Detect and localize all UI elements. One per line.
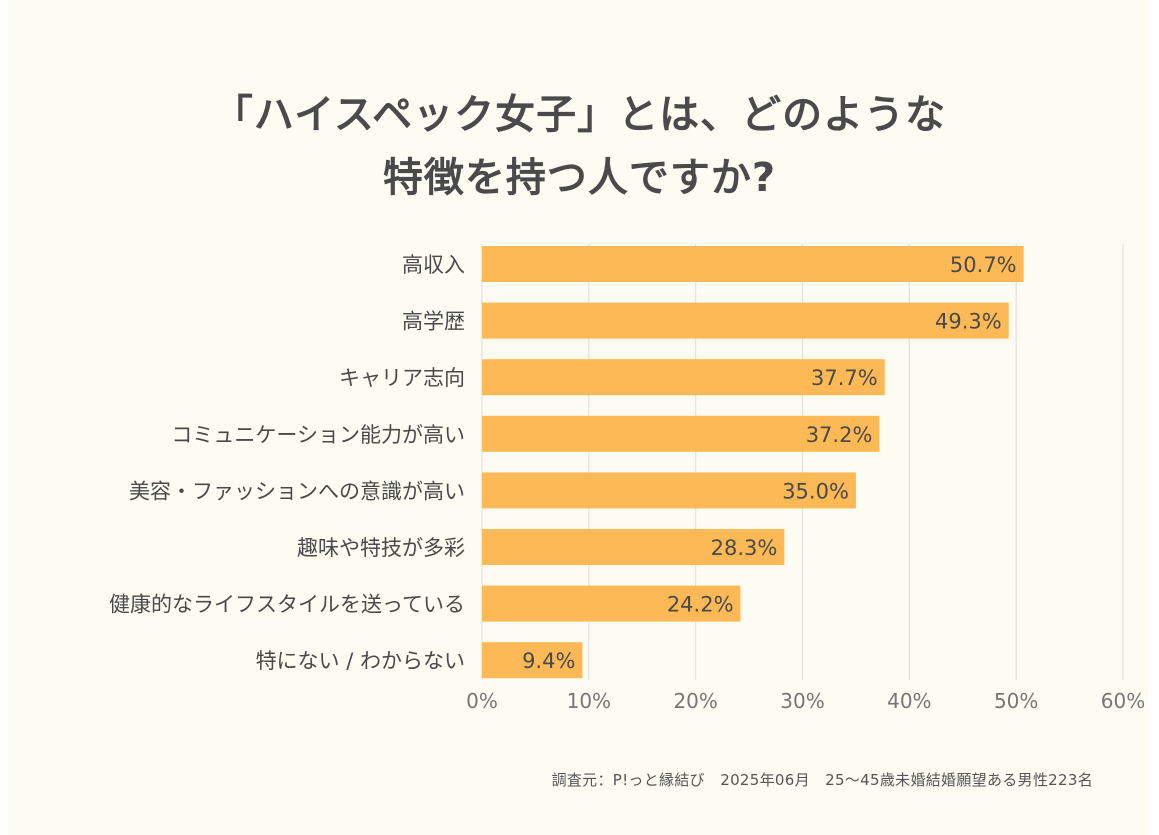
x-tick-label: 30%	[780, 689, 824, 713]
category-label: 健康的なライフスタイルを送っている	[109, 593, 465, 617]
value-label: 49.3%	[935, 310, 1002, 334]
chart-title-line-1: 「ハイスペック女子」とは、どのような	[212, 92, 947, 138]
x-tick-label: 10%	[567, 689, 611, 713]
bar	[482, 585, 741, 622]
bar	[482, 415, 880, 452]
bar	[482, 472, 856, 509]
category-labels: 高収入高学歴キャリア志向コミュニケーション能力が高い美容・ファッションへの意識が…	[109, 253, 465, 673]
source-footnote: 調査元：P!っと縁結び 2025年06月 25〜45歳未婚結婚願望ある男性223…	[551, 771, 1093, 789]
x-tick-label: 50%	[994, 689, 1038, 713]
x-tick-label: 20%	[673, 689, 717, 713]
chart-title-line-2: 特徴を持つ人ですか?	[382, 155, 777, 201]
category-label: 高収入	[402, 253, 465, 277]
bars	[482, 246, 1024, 679]
value-label: 37.7%	[811, 366, 878, 390]
value-labels: 50.7% 49.3% 37.7% 37.2% 35.0% 28.3% 24.2% 9.4%	[522, 253, 1017, 673]
x-axis-ticks: 0% 10% 20% 30% 40% 50% 60%	[466, 689, 1145, 713]
value-label: 24.2%	[667, 593, 734, 617]
value-label: 28.3%	[711, 536, 778, 560]
value-label: 9.4%	[522, 649, 575, 673]
x-tick-label: 40%	[887, 689, 931, 713]
value-label: 35.0%	[782, 479, 849, 503]
category-label: 高学歴	[402, 310, 465, 334]
category-label: 美容・ファッションへの意識が高い	[129, 479, 465, 503]
bar	[482, 246, 1024, 282]
x-tick-label: 0%	[466, 689, 498, 713]
category-label: 特にない / わからない	[256, 649, 465, 673]
bar	[482, 529, 785, 565]
category-label: キャリア志向	[339, 366, 465, 390]
category-label: コミュニケーション能力が高い	[171, 423, 465, 447]
bar	[482, 359, 885, 396]
bar	[482, 642, 583, 679]
category-label: 趣味や特技が多彩	[297, 536, 465, 560]
value-label: 37.2%	[806, 423, 873, 447]
bar	[482, 302, 1009, 339]
value-label: 50.7%	[950, 253, 1017, 277]
x-tick-label: 60%	[1101, 689, 1145, 713]
